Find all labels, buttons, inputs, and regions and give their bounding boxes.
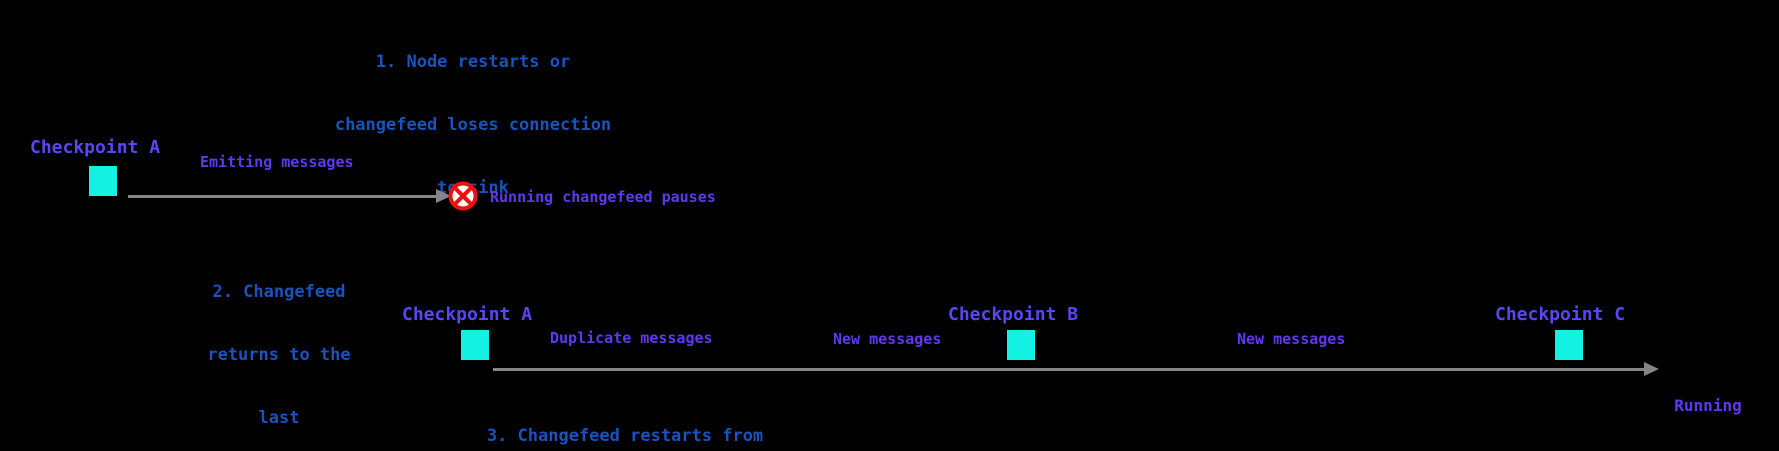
timeline-bottom-arrowhead-icon: [1644, 362, 1659, 376]
emitting-messages-label: Emitting messages: [200, 153, 354, 171]
resume-line1: Running: [1674, 396, 1742, 415]
checkpoint-a-label-top: Checkpoint A: [30, 137, 161, 158]
checkpoint-a-marker-top: [89, 166, 117, 196]
running-changefeed-pauses-label: Running changefeed pauses: [490, 188, 716, 206]
running-changefeed-resumes-label: Running changefeed resumes: [1638, 351, 1778, 451]
new-messages-1-label: New messages: [833, 330, 942, 348]
timeline-top-line: [128, 195, 437, 198]
checkpoint-a-label-bottom: Checkpoint A: [402, 304, 533, 325]
step2-line1: 2. Changefeed: [212, 282, 346, 302]
timeline-top-arrowhead-icon: [436, 189, 451, 203]
step3-annotation: 3. Changefeed restarts from last checkpo…: [465, 384, 785, 451]
checkpoint-b-label: Checkpoint B: [948, 304, 1079, 325]
step3-line1: 3. Changefeed restarts from: [486, 426, 764, 446]
checkpoint-a-marker-bottom: [461, 330, 489, 360]
checkpoint-c-marker: [1555, 330, 1583, 360]
step2-line3: last: [258, 408, 300, 428]
new-messages-2-label: New messages: [1237, 330, 1346, 348]
checkpoint-b-marker: [1007, 330, 1035, 360]
duplicate-messages-label: Duplicate messages: [550, 329, 713, 347]
step1-line2: changefeed loses connection: [334, 115, 612, 135]
step1-line1: 1. Node restarts or: [375, 52, 571, 72]
checkpoint-c-label: Checkpoint C: [1495, 304, 1626, 325]
step1-annotation: 1. Node restarts or changefeed loses con…: [303, 10, 643, 241]
step2-line2: returns to the: [207, 345, 351, 365]
pause-circled-x-icon: [448, 181, 478, 211]
step2-annotation: 2. Changefeed returns to the last checkp…: [159, 240, 399, 451]
timeline-bottom-line: [493, 368, 1644, 371]
